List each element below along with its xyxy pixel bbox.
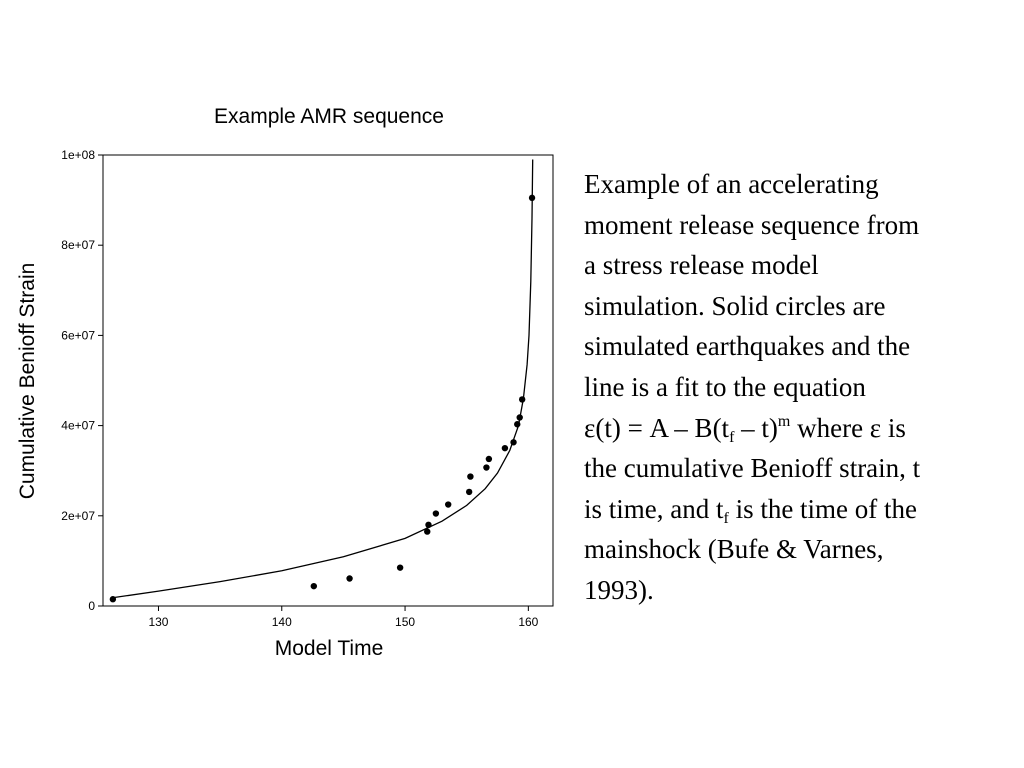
equation-middle: – t) [734, 412, 778, 443]
earthquake-point [514, 421, 521, 428]
earthquake-point [424, 528, 431, 535]
caption-line: the cumulative Benioff strain, t [584, 453, 921, 484]
earthquake-point [483, 464, 490, 471]
y-tick-label: 8e+07 [61, 238, 95, 252]
y-tick-label: 4e+07 [61, 419, 95, 433]
fit-line [111, 159, 534, 599]
earthquake-point [510, 439, 517, 446]
y-axis: 0 2e+07 4e+07 6e+07 8e+07 1e+08 [61, 148, 103, 613]
earthquake-point [485, 455, 493, 463]
earthquake-point [516, 414, 523, 421]
y-tick-label: 2e+07 [61, 509, 95, 523]
earthquake-point [467, 473, 474, 480]
caption-line: moment release sequence from [584, 209, 920, 240]
earthquake-point [310, 582, 318, 590]
equation-exponent: m [777, 412, 791, 430]
x-tick-label: 160 [518, 615, 538, 629]
caption-line: is time, and tf is the time of the [584, 489, 1024, 530]
caption-line: a stress release model [584, 250, 819, 281]
x-axis-title: Model Time [275, 637, 384, 660]
caption-subscript: f [723, 509, 729, 527]
x-tick-label: 130 [148, 615, 168, 629]
caption-line: Example of an accelerating [584, 169, 879, 199]
earthquake-point [445, 501, 452, 508]
earthquake-point [501, 444, 509, 452]
y-axis-title: Cumulative Benioff Strain [16, 263, 39, 500]
equation-subscript: f [729, 428, 735, 446]
caption-text: is the time of the [728, 493, 918, 524]
caption-line: simulated earthquakes and the [584, 331, 911, 362]
caption: Example of an accelerating moment releas… [584, 164, 1024, 611]
earthquake-point [528, 194, 536, 202]
x-axis: 130 140 150 160 [148, 606, 539, 629]
equation-rhs: where ε is [790, 412, 906, 443]
earthquake-point [465, 488, 473, 496]
caption-equation: ε(t) = A – B(tf – t)m where ε is [584, 408, 1024, 449]
plot-frame [102, 154, 554, 607]
amr-chart: Example AMR sequence 130 140 150 160 0 2e+07… [16, 105, 554, 660]
equation-lhs: ε(t) = A – B(t [584, 412, 730, 443]
earthquake-point [346, 575, 353, 582]
caption-line: line is a fit to the equation [584, 371, 866, 402]
chart-title: Example AMR sequence [214, 105, 444, 128]
earthquake-point [518, 396, 526, 403]
caption-line: 1993). [584, 574, 654, 605]
caption-line: mainshock (Bufe & Varnes, [584, 534, 884, 565]
y-tick-label: 6e+07 [61, 328, 95, 342]
earthquake-point [109, 596, 117, 603]
earthquake-points [109, 194, 536, 603]
earthquake-point [432, 510, 440, 517]
caption-line: simulation. Solid circles are [584, 290, 886, 321]
y-tick-label: 1e+08 [61, 148, 95, 162]
x-tick-label: 150 [395, 615, 415, 629]
caption-text: is time, and t [584, 493, 724, 524]
earthquake-point [425, 521, 432, 529]
y-tick-label: 0 [88, 599, 95, 613]
earthquake-point [396, 564, 404, 571]
x-tick-label: 140 [272, 615, 292, 629]
